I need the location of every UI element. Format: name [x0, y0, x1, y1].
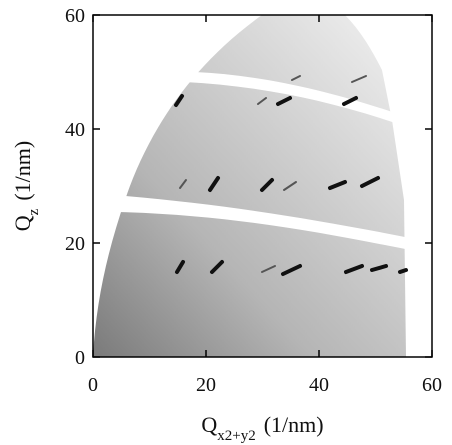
y-tick-label: 40	[65, 119, 85, 141]
axis-symbol: Q	[10, 215, 35, 231]
axis-subscript: z	[26, 208, 42, 215]
axis-symbol: Q	[201, 412, 217, 437]
y-axis-label: Qz (1/nm)	[10, 141, 42, 231]
x-tick-label: 40	[309, 374, 329, 396]
x-tick-label: 60	[422, 374, 442, 396]
x-tick-label: 0	[88, 374, 98, 396]
axis-unit: (1/nm)	[10, 141, 35, 201]
detector-image	[93, 15, 420, 357]
x-tick-label: 20	[196, 374, 216, 396]
x-axis-label: Qx2+y2 (1/nm)	[201, 412, 323, 444]
y-tick-label: 60	[65, 5, 85, 27]
plot-frame	[92, 14, 433, 358]
axis-subscript: x2+y2	[217, 428, 255, 444]
axis-unit: (1/nm)	[264, 412, 324, 437]
y-tick-label: 0	[75, 347, 85, 369]
y-tick-label: 20	[65, 233, 85, 255]
